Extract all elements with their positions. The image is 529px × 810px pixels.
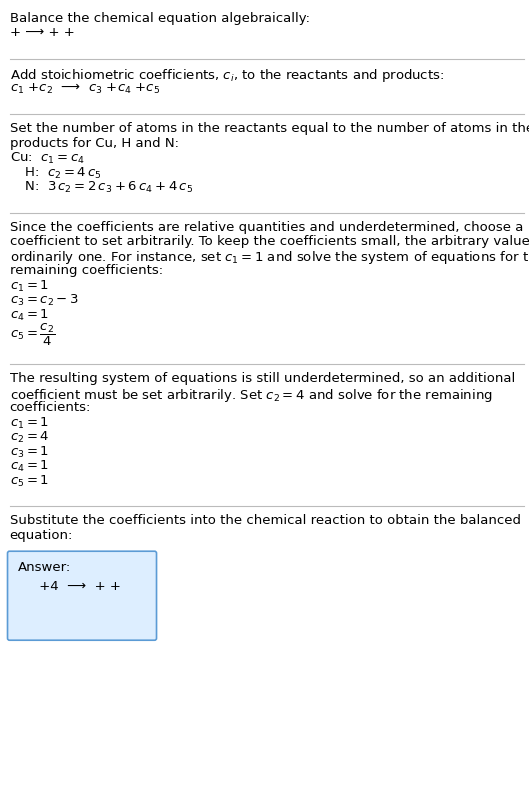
Text: $c_3 = c_2 - 3$: $c_3 = c_2 - 3$ [10, 293, 78, 308]
Text: N:  $3\,c_2 = 2\,c_3 + 6\,c_4 + 4\,c_5$: N: $3\,c_2 = 2\,c_3 + 6\,c_4 + 4\,c_5$ [20, 180, 193, 195]
Text: The resulting system of equations is still underdetermined, so an additional: The resulting system of equations is sti… [10, 373, 515, 386]
Text: Substitute the coefficients into the chemical reaction to obtain the balanced: Substitute the coefficients into the che… [10, 514, 521, 527]
Text: ordinarily one. For instance, set $c_1 = 1$ and solve the system of equations fo: ordinarily one. For instance, set $c_1 =… [10, 249, 529, 266]
Text: $c_4 = 1$: $c_4 = 1$ [10, 308, 49, 322]
Text: Set the number of atoms in the reactants equal to the number of atoms in the: Set the number of atoms in the reactants… [10, 122, 529, 135]
Text: + ⟶ + +: + ⟶ + + [10, 27, 74, 40]
Text: $c_2 = 4$: $c_2 = 4$ [10, 430, 49, 446]
Text: $c_5 = \dfrac{c_2}{4}$: $c_5 = \dfrac{c_2}{4}$ [10, 322, 55, 348]
Text: $c_4 = 1$: $c_4 = 1$ [10, 459, 49, 475]
Text: equation:: equation: [10, 529, 73, 542]
Text: $c_1 = 1$: $c_1 = 1$ [10, 416, 49, 431]
Text: products for Cu, H and N:: products for Cu, H and N: [10, 137, 178, 150]
Text: $c_3 = 1$: $c_3 = 1$ [10, 445, 49, 460]
Text: Add stoichiometric coefficients, $c_i$, to the reactants and products:: Add stoichiometric coefficients, $c_i$, … [10, 67, 444, 84]
Text: Cu:  $c_1 = c_4$: Cu: $c_1 = c_4$ [10, 151, 85, 166]
Text: remaining coefficients:: remaining coefficients: [10, 264, 162, 277]
Text: H:  $c_2 = 4\,c_5$: H: $c_2 = 4\,c_5$ [20, 165, 102, 181]
FancyBboxPatch shape [7, 552, 157, 640]
Text: $c_1 = 1$: $c_1 = 1$ [10, 279, 49, 293]
Text: $c_1$ +$c_2$  ⟶  $c_3$ +$c_4$ +$c_5$: $c_1$ +$c_2$ ⟶ $c_3$ +$c_4$ +$c_5$ [10, 82, 160, 96]
Text: Since the coefficients are relative quantities and underdetermined, choose a: Since the coefficients are relative quan… [10, 220, 523, 233]
Text: coefficients:: coefficients: [10, 401, 91, 414]
Text: coefficient to set arbitrarily. To keep the coefficients small, the arbitrary va: coefficient to set arbitrarily. To keep … [10, 235, 529, 248]
Text: $c_5 = 1$: $c_5 = 1$ [10, 474, 49, 488]
Text: Answer:: Answer: [17, 561, 71, 574]
Text: coefficient must be set arbitrarily. Set $c_2 = 4$ and solve for the remaining: coefficient must be set arbitrarily. Set… [10, 386, 492, 403]
Text: Balance the chemical equation algebraically:: Balance the chemical equation algebraica… [10, 12, 309, 25]
Text: +4  ⟶  + +: +4 ⟶ + + [17, 580, 121, 593]
